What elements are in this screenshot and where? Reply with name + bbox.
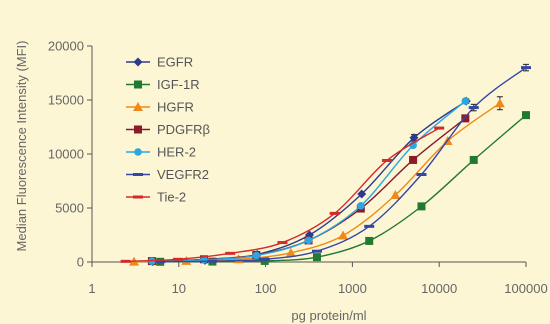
legend-item-pdgfr: PDGFRβ [126,122,210,137]
legend-label: HGFR [157,100,194,115]
data-point-egfr [357,189,367,199]
data-point-vegfr2 [311,249,322,253]
series-line-vegfr2 [160,67,527,263]
data-point-igf-1r [260,256,269,265]
data-point-tie-2 [120,259,131,263]
y-tick-label: 5000 [55,201,84,216]
data-point-igf-1r [312,253,321,262]
data-point-vegfr2 [364,224,375,228]
legend-marker [133,195,143,199]
data-point-hgfr [390,190,401,200]
legend-marker [134,80,142,89]
x-tick-label: 10 [172,281,186,296]
data-point-igf-1r [469,155,478,164]
data-point-her-2 [304,236,313,245]
legend-item-egfr: EGFR [126,55,193,70]
data-point-tie-2 [277,241,288,245]
x-tick-label: 100000 [504,281,547,296]
legend-item-her-2: HER-2 [126,145,196,160]
legend-marker [133,102,143,111]
series-line-igf-1r [160,114,527,263]
x-tick-label: 100 [255,281,277,296]
data-point-her-2 [357,202,365,210]
y-axis-label: Median Fluorescence Intensity (MFI) [14,41,29,252]
series-vegfr2 [155,63,531,264]
y-tick-label: 0 [77,255,84,270]
data-point-egfr [409,133,419,143]
data-point-tie-2 [172,257,183,261]
data-point-tie-2 [434,126,445,130]
legend-marker [133,57,143,67]
series-her-2 [148,97,470,266]
x-tick-label: 1 [88,281,95,296]
data-point-vegfr2 [416,173,427,177]
axes: 0 5000 10000 15000 20000 1 10 100 1000 10000 10000… [48,39,548,297]
legend-item-igf-1r: IGF-1R [126,77,200,92]
legend-item-vegfr2: VEGFR2 [126,167,209,182]
legend: EGFR IGF-1R HGFR PDGFRβ HER-2 VEGFR2 Tie-2 [126,55,210,205]
legend-marker [134,125,142,134]
data-point-vegfr2 [207,259,218,263]
data-point-tie-2 [329,211,340,215]
y-tick-label: 15000 [48,93,84,108]
legend-label: EGFR [157,55,193,70]
data-point-her-2 [252,251,261,260]
data-point-vegfr2 [155,260,166,264]
series-igf-1r [156,111,530,266]
data-point-pdgfr [461,114,470,123]
data-point-tie-2 [381,158,392,162]
legend-marker [134,148,142,156]
legend-item-tie-2: Tie-2 [126,190,186,205]
x-axis-label: pg protein/ml [291,308,366,323]
x-tick-label: 1000 [338,281,367,296]
data-point-vegfr2 [468,106,479,110]
data-point-igf-1r [417,202,426,211]
legend-item-hgfr: HGFR [126,100,194,115]
legend-marker [133,173,143,176]
y-tick-label: 20000 [48,39,84,54]
series-layer [120,63,531,266]
data-point-hgfr [285,247,296,257]
legend-label: PDGFRβ [157,122,210,137]
legend-label: IGF-1R [157,77,200,92]
data-point-vegfr2 [259,257,270,261]
legend-label: VEGFR2 [157,167,209,182]
series-tie-2 [120,126,445,263]
data-point-pdgfr [409,155,418,164]
y-tick-label: 10000 [48,147,84,162]
data-point-tie-2 [225,251,236,255]
data-point-igf-1r [365,236,374,245]
data-point-hgfr [494,98,505,108]
x-tick-label: 10000 [421,281,457,296]
legend-label: Tie-2 [157,190,186,205]
data-point-igf-1r [522,111,530,120]
data-point-vegfr2 [521,66,531,70]
data-point-hgfr [338,230,349,240]
data-point-her-2 [461,97,470,105]
legend-label: HER-2 [157,145,196,160]
